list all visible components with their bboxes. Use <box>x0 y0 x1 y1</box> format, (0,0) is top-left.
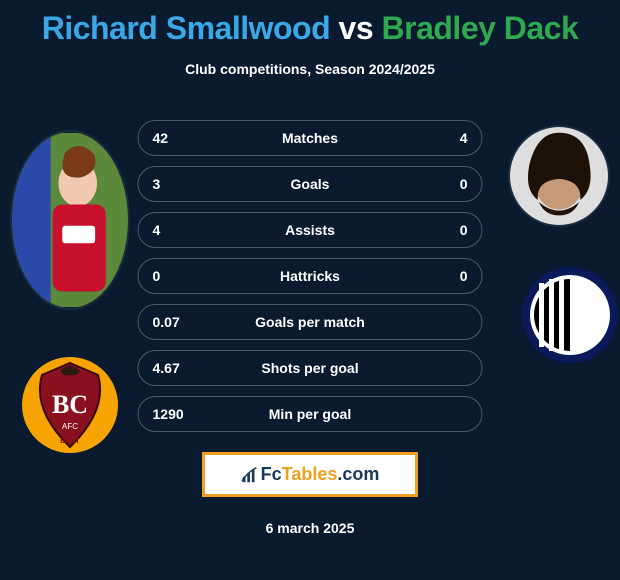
badge-suffix: .com <box>337 464 379 484</box>
stat-row: 42Matches4 <box>138 120 483 156</box>
stat-row: 4.67Shots per goal <box>138 350 483 386</box>
stats-list: 42Matches43Goals04Assists00Hattricks00.0… <box>138 120 483 442</box>
bar-chart-icon <box>241 466 259 484</box>
stat-value-left: 0.07 <box>153 314 213 330</box>
stat-value-right: 0 <box>408 222 468 238</box>
stat-value-right: 0 <box>408 176 468 192</box>
stat-value-left: 1290 <box>153 406 213 422</box>
stat-row: 0Hattricks0 <box>138 258 483 294</box>
stat-row: 0.07Goals per match <box>138 304 483 340</box>
badge-tables: Tables <box>282 464 338 484</box>
stat-value-left: 4.67 <box>153 360 213 376</box>
date-text: 6 march 2025 <box>266 520 355 536</box>
stat-row: 4Assists0 <box>138 212 483 248</box>
stat-value-right: 4 <box>408 130 468 146</box>
player2-avatar <box>508 125 610 227</box>
svg-text:AFC: AFC <box>62 422 78 431</box>
stat-value-left: 3 <box>153 176 213 192</box>
player2-name: Bradley Dack <box>382 10 579 46</box>
stat-label: Min per goal <box>213 406 408 422</box>
club2-badge <box>520 265 620 365</box>
badge-fc: Fc <box>261 464 282 484</box>
vs-text: vs <box>339 10 382 46</box>
club1-badge: BC AFC BANT <box>20 355 120 455</box>
badge-text: FcTables.com <box>261 464 380 485</box>
subtitle: Club competitions, Season 2024/2025 <box>0 61 620 77</box>
stat-label: Goals <box>213 176 408 192</box>
stat-label: Goals per match <box>213 314 408 330</box>
stat-value-right: 0 <box>408 268 468 284</box>
stat-value-left: 42 <box>153 130 213 146</box>
stat-row: 3Goals0 <box>138 166 483 202</box>
stat-label: Hattricks <box>213 268 408 284</box>
page-title: Richard Smallwood vs Bradley Dack <box>0 0 620 47</box>
fctables-badge[interactable]: FcTables.com <box>202 452 418 497</box>
stat-label: Matches <box>213 130 408 146</box>
svg-text:BANT: BANT <box>60 438 80 445</box>
stat-label: Assists <box>213 222 408 238</box>
stat-value-left: 0 <box>153 268 213 284</box>
stat-row: 1290Min per goal <box>138 396 483 432</box>
stat-value-left: 4 <box>153 222 213 238</box>
player1-avatar <box>10 130 130 310</box>
player1-name: Richard Smallwood <box>42 10 330 46</box>
svg-text:BC: BC <box>52 390 88 419</box>
stat-label: Shots per goal <box>213 360 408 376</box>
